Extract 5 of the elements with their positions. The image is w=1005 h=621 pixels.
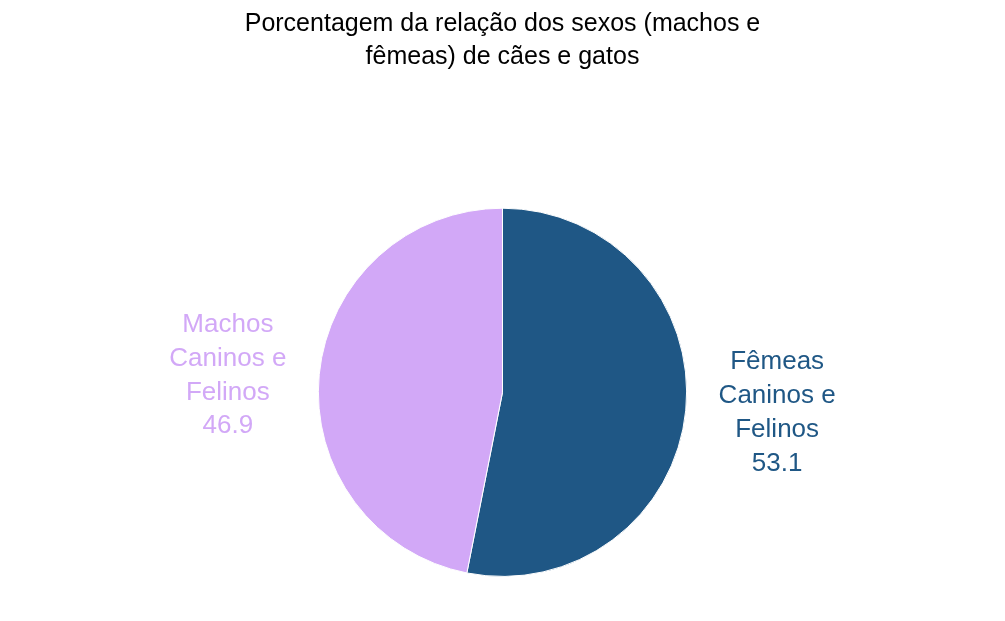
- data-label: 46.9: [202, 409, 254, 440]
- slice-label: Fêmeas Caninos e Felinos: [718, 345, 836, 443]
- chart-title: Porcentagem da relação dos sexos (machos e fêmeas) de cães e gatos: [244, 8, 761, 69]
- slice-label: Machos Caninos e Felinos: [169, 308, 287, 406]
- data-label: 53.1: [751, 446, 803, 477]
